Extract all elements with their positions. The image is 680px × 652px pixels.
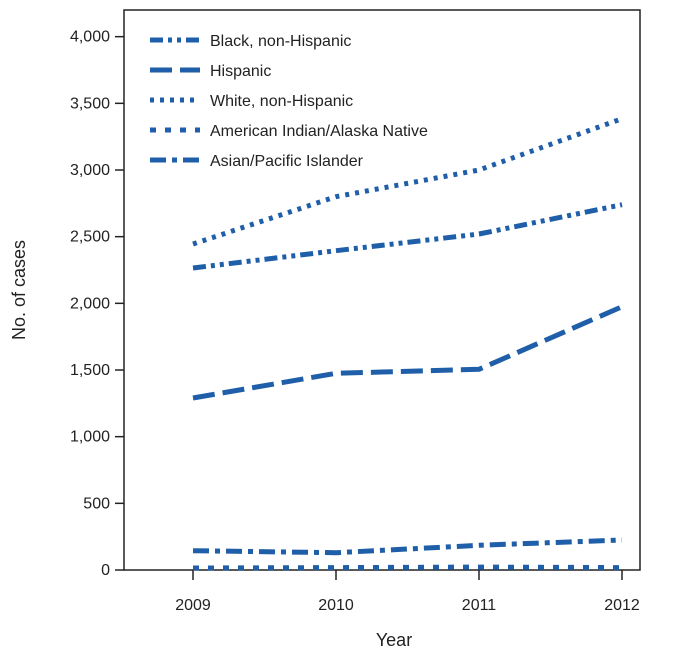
x-tick-label: 2012	[604, 597, 640, 614]
series-line	[192, 537, 623, 556]
x-tick-label: 2011	[462, 597, 497, 614]
y-tick-label: 1,500	[70, 362, 110, 379]
series-line	[192, 304, 624, 401]
legend-label: White, non-Hispanic	[210, 93, 353, 110]
y-axis-title: No. of cases	[9, 240, 29, 340]
y-tick-label: 4,000	[70, 29, 110, 46]
y-tick-label: 2,500	[70, 229, 110, 246]
legend-label: American Indian/Alaska Native	[210, 123, 428, 140]
y-axis-ticks: 0 500 1,000 1,500 2,000 2,500 3,000 3,500 4,000	[70, 29, 124, 579]
x-tick-label: 2009	[175, 597, 211, 614]
legend-label: Hispanic	[210, 63, 271, 80]
x-tick-label: 2010	[318, 597, 354, 614]
series-line	[192, 202, 623, 271]
y-tick-label: 500	[83, 495, 110, 512]
series-lines	[192, 116, 624, 571]
legend-label: Black, non-Hispanic	[210, 33, 351, 50]
y-tick-label: 3,000	[70, 162, 110, 179]
y-tick-label: 3,500	[70, 95, 110, 112]
x-axis-title: Year	[376, 630, 412, 650]
series-line	[192, 116, 623, 247]
x-axis-ticks: 2009 2010 2011 2012	[175, 570, 640, 614]
y-tick-label: 0	[101, 562, 110, 579]
legend: Black, non-Hispanic Hispanic White, non-Hi…	[150, 33, 428, 170]
y-tick-label: 2,000	[70, 295, 110, 312]
y-tick-label: 1,000	[70, 429, 110, 446]
plot-frame	[123, 9, 641, 571]
legend-label: Asian/Pacific Islander	[210, 153, 364, 170]
series-line	[192, 564, 623, 571]
